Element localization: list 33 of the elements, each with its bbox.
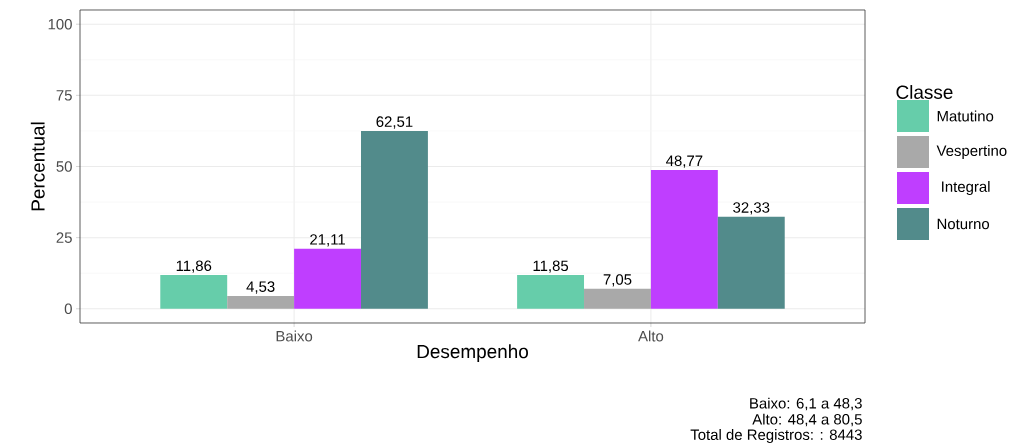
x-axis-title: Desempenho [417, 344, 528, 362]
data-label: 62,51 [376, 116, 413, 129]
legend-label: Integral [942, 180, 990, 195]
bar [517, 274, 585, 309]
bar [294, 248, 361, 309]
data-label: 11,86 [176, 260, 212, 273]
data-label: 32,33 [733, 202, 770, 215]
y-axis-title: Percentual [30, 122, 45, 211]
bar [160, 274, 228, 309]
data-label: 48,77 [666, 155, 703, 168]
bar [717, 216, 785, 309]
legend-label: Vespertino [936, 144, 1007, 159]
bar [584, 288, 651, 309]
data-label: 4,53 [246, 281, 275, 294]
y-tick-label: 100 [48, 18, 72, 30]
legend-label: Noturno [937, 218, 990, 230]
data-label: 11,85 [533, 260, 569, 273]
bar [650, 169, 718, 309]
x-tick-label: Alto [638, 330, 664, 342]
bar [361, 130, 428, 309]
y-tick-label: 0 [64, 303, 72, 314]
data-label: 7,05 [603, 274, 632, 287]
text: Alto: 48,4 a 80,5 [752, 413, 862, 427]
legend-label: Matutino [937, 110, 994, 122]
data-label: 21,11 [310, 234, 345, 247]
text: Total de Registros: : 8443 [690, 428, 862, 443]
y-tick-label: 75 [56, 90, 72, 101]
bar [227, 295, 295, 309]
y-tick-label: 50 [56, 161, 72, 172]
y-tick-label: 25 [56, 232, 72, 243]
x-tick-label: Baixo [276, 330, 313, 342]
legend-title: Classe [896, 84, 953, 99]
text: Baixo: 6,1 a 48,3 [750, 397, 862, 411]
